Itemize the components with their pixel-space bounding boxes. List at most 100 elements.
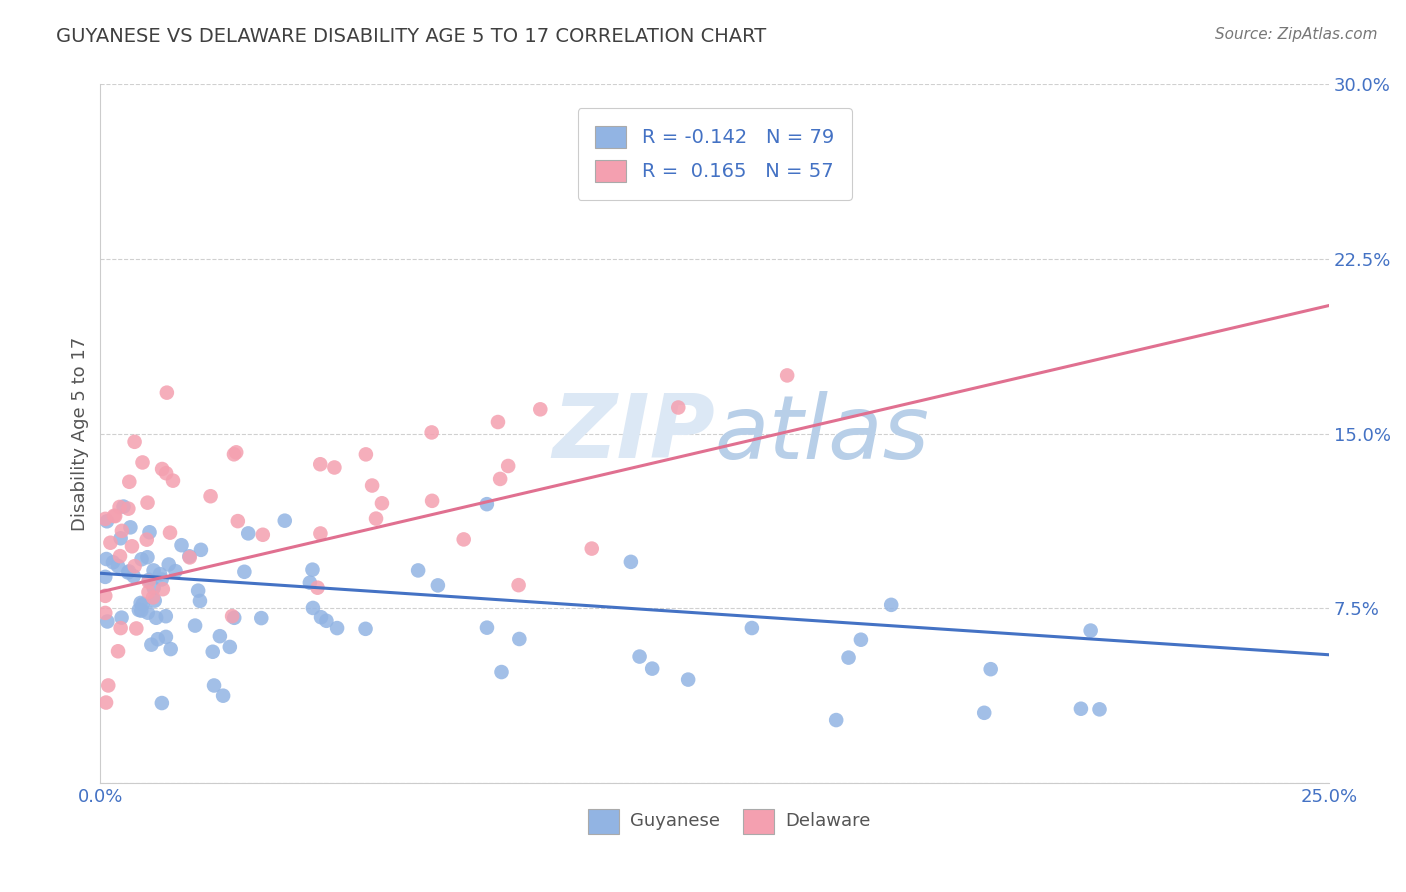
Point <box>118 475 141 489</box>
Point <box>364 511 387 525</box>
Point <box>980 662 1002 676</box>
Legend: R = -0.142   N = 79, R =  0.165   N = 57: R = -0.142 N = 79, R = 0.165 N = 57 <box>578 108 852 200</box>
Point <box>138 573 160 587</box>
Point <box>141 638 163 652</box>
Point <box>326 621 349 635</box>
Point <box>138 585 160 599</box>
Point <box>138 574 160 589</box>
Point <box>136 550 159 565</box>
Point <box>157 558 180 572</box>
Point <box>666 401 689 415</box>
Text: Guyanese: Guyanese <box>630 812 720 830</box>
Point <box>159 525 181 540</box>
Point <box>96 552 118 566</box>
Point <box>94 696 117 710</box>
Point <box>676 673 699 687</box>
Point <box>150 462 173 476</box>
Point <box>274 514 297 528</box>
Point <box>307 581 329 595</box>
Point <box>107 559 129 574</box>
Point <box>110 610 132 624</box>
Point <box>111 524 134 538</box>
Point <box>489 472 512 486</box>
Point <box>838 650 860 665</box>
Point <box>420 425 443 440</box>
Point <box>238 526 260 541</box>
Text: ZIP: ZIP <box>551 390 714 477</box>
Point <box>825 713 848 727</box>
Point <box>201 645 224 659</box>
Point <box>475 621 498 635</box>
Point <box>142 563 165 577</box>
Point <box>155 467 177 481</box>
Text: Delaware: Delaware <box>785 812 870 830</box>
Point <box>96 615 118 629</box>
Point <box>150 573 173 587</box>
Point <box>233 565 256 579</box>
Point <box>179 550 201 565</box>
Point <box>120 520 142 534</box>
Point <box>97 678 120 692</box>
Point <box>136 496 159 510</box>
Point <box>741 621 763 635</box>
Point <box>145 611 167 625</box>
Point <box>420 493 443 508</box>
Point <box>117 501 139 516</box>
Point <box>426 578 449 592</box>
Point <box>155 630 177 644</box>
Point <box>212 689 235 703</box>
Point <box>131 455 153 469</box>
Point <box>218 640 240 654</box>
Point <box>146 632 169 647</box>
Point <box>104 509 127 524</box>
Point <box>252 528 274 542</box>
Point <box>581 541 603 556</box>
Point <box>136 606 159 620</box>
Point <box>354 447 377 461</box>
Point <box>302 601 325 615</box>
Point <box>94 606 117 620</box>
Point <box>142 581 165 595</box>
Point <box>973 706 995 720</box>
Point <box>124 559 146 574</box>
Point <box>508 578 530 592</box>
Text: GUYANESE VS DELAWARE DISABILITY AGE 5 TO 17 CORRELATION CHART: GUYANESE VS DELAWARE DISABILITY AGE 5 TO… <box>56 27 766 45</box>
Point <box>124 434 146 449</box>
Point <box>1070 702 1092 716</box>
Point <box>170 538 193 552</box>
Point <box>138 525 160 540</box>
Point <box>880 598 903 612</box>
Point <box>149 567 172 582</box>
Point <box>371 496 394 510</box>
Point <box>202 678 225 692</box>
Point <box>179 549 201 564</box>
Point <box>496 458 519 473</box>
Point <box>453 533 475 547</box>
Point <box>103 508 125 523</box>
Point <box>110 531 132 545</box>
Point <box>129 596 152 610</box>
Point <box>628 649 651 664</box>
Point <box>406 563 429 577</box>
Point <box>849 632 872 647</box>
Point <box>200 489 222 503</box>
Point <box>101 555 124 569</box>
Point <box>188 594 211 608</box>
Point <box>323 460 346 475</box>
Point <box>620 555 643 569</box>
Point <box>107 644 129 658</box>
Point <box>1080 624 1102 638</box>
Point <box>641 662 664 676</box>
Point <box>222 447 245 461</box>
Point <box>221 609 243 624</box>
Point <box>301 563 323 577</box>
Point <box>184 618 207 632</box>
Point <box>112 500 135 514</box>
Point <box>108 549 131 563</box>
Point <box>226 514 249 528</box>
Point <box>94 570 117 584</box>
Point <box>94 512 117 526</box>
Point <box>108 500 131 514</box>
Point <box>118 565 141 579</box>
Point <box>208 629 231 643</box>
